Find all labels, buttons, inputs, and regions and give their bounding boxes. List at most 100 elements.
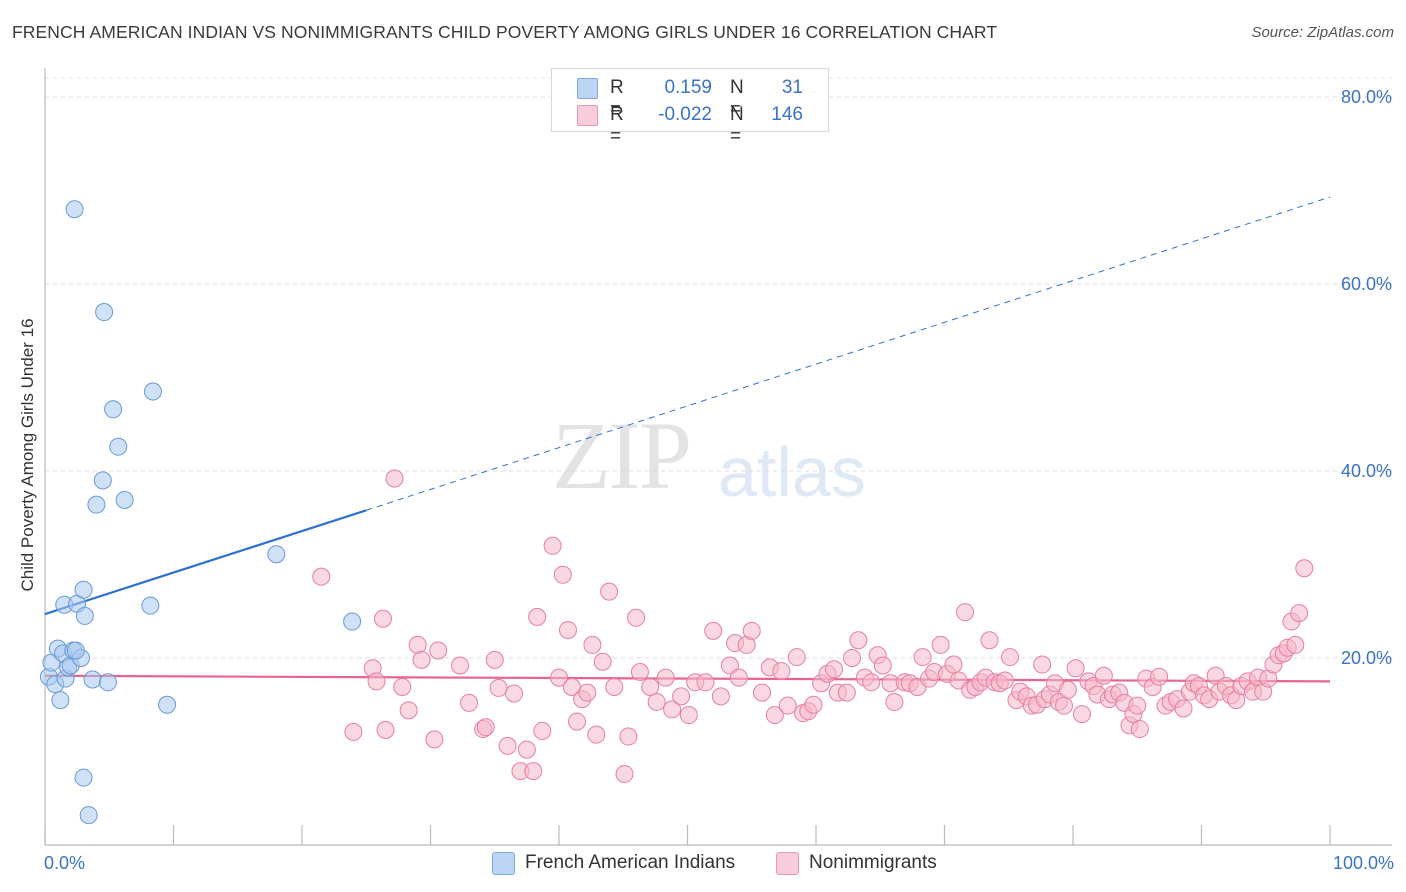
correlation-legend: R = 0.159 N = 31 R = -0.022 N = 146 (551, 68, 829, 147)
point-nonimmigrants (772, 662, 791, 681)
legend-r-value: 0.159 (664, 77, 712, 98)
point-nonimmigrants (567, 712, 586, 731)
x-tick-label: 0.0% (44, 853, 85, 873)
legend-n-label: N = (730, 104, 744, 147)
point-nonimmigrants (995, 671, 1014, 690)
point-nonimmigrants (842, 649, 861, 667)
point-nonimmigrants (460, 693, 479, 712)
point-french-american-indians (141, 596, 160, 615)
point-nonimmigrants (1033, 655, 1052, 674)
point-french-american-indians (75, 606, 94, 625)
legend-n-value: 31 (781, 77, 803, 98)
point-nonimmigrants (517, 740, 536, 759)
y-tick-label: 40.0% (1341, 461, 1392, 481)
point-french-american-indians (158, 695, 177, 714)
point-french-american-indians (79, 806, 98, 825)
point-nonimmigrants (619, 727, 638, 746)
point-nonimmigrants (367, 672, 386, 691)
point-nonimmigrants (553, 565, 572, 584)
point-french-american-indians (98, 673, 117, 692)
legend-r-value: -0.022 (658, 104, 712, 125)
point-nonimmigrants (376, 720, 395, 739)
point-french-american-indians (115, 490, 134, 509)
point-nonimmigrants (711, 687, 730, 706)
trend-line-french-american-indians (44, 509, 367, 616)
point-nonimmigrants (373, 609, 392, 628)
point-nonimmigrants (862, 673, 881, 692)
point-french-american-indians (65, 200, 84, 219)
point-french-american-indians (74, 768, 93, 787)
point-nonimmigrants (1295, 559, 1314, 578)
point-nonimmigrants (615, 764, 634, 783)
point-nonimmigrants (1128, 696, 1147, 715)
legend-swatch (492, 852, 515, 875)
point-nonimmigrants (704, 621, 723, 640)
point-nonimmigrants (679, 706, 698, 725)
point-nonimmigrants (1174, 699, 1193, 718)
legend-r-label: R = (610, 77, 624, 120)
point-nonimmigrants (605, 677, 624, 696)
point-nonimmigrants (1066, 659, 1085, 678)
point-nonimmigrants (641, 677, 660, 696)
point-nonimmigrants (312, 567, 331, 586)
point-nonimmigrants (412, 650, 431, 669)
point-nonimmigrants (578, 683, 597, 702)
point-nonimmigrants (344, 722, 363, 741)
point-nonimmigrants (1150, 667, 1169, 686)
grid (45, 77, 1392, 659)
point-nonimmigrants (672, 687, 691, 706)
point-french-american-indians (267, 545, 286, 564)
legend-swatch (776, 852, 799, 875)
point-nonimmigrants (593, 652, 612, 671)
point-nonimmigrants (1055, 696, 1074, 715)
point-nonimmigrants (765, 706, 784, 725)
y-tick-label: 80.0% (1341, 87, 1392, 107)
point-nonimmigrants (663, 700, 682, 719)
point-french-american-indians (83, 670, 102, 689)
point-nonimmigrants (1130, 720, 1149, 739)
point-nonimmigrants (451, 656, 470, 675)
point-nonimmigrants (696, 673, 715, 692)
point-french-american-indians (109, 437, 128, 456)
point-nonimmigrants (587, 725, 606, 744)
axes (44, 68, 1392, 846)
y-tick-label: 60.0% (1341, 274, 1392, 294)
point-nonimmigrants (408, 635, 427, 654)
y-axis-label: Child Poverty Among Girls Under 16 (18, 318, 37, 591)
point-nonimmigrants (425, 730, 444, 749)
point-nonimmigrants (630, 663, 649, 682)
point-nonimmigrants (533, 721, 552, 740)
point-nonimmigrants (558, 620, 577, 639)
trend-line-french-american-indians-extension (366, 196, 1331, 511)
point-nonimmigrants (393, 677, 412, 696)
point-nonimmigrants (885, 692, 904, 711)
point-nonimmigrants (1058, 680, 1077, 699)
point-french-american-indians (95, 303, 114, 322)
point-nonimmigrants (543, 536, 562, 555)
legend-swatch (577, 105, 598, 126)
point-nonimmigrants (944, 655, 963, 674)
point-nonimmigrants (720, 656, 739, 675)
point-nonimmigrants (824, 660, 843, 679)
point-french-american-indians (93, 471, 112, 490)
legend-label: Nonimmigrants (809, 852, 937, 873)
point-nonimmigrants (429, 641, 448, 660)
point-nonimmigrants (873, 656, 892, 675)
legend-swatch (577, 78, 598, 99)
legend-label: French American Indians (525, 852, 736, 873)
point-french-american-indians (66, 641, 85, 660)
data-points (39, 200, 1314, 825)
point-nonimmigrants (385, 469, 404, 488)
point-nonimmigrants (931, 635, 950, 654)
watermark-zip: ZIP (552, 402, 692, 509)
tick-labels: 20.0% 40.0% 60.0% 80.0% 0.0% 100.0% Child Pove… (18, 87, 1394, 873)
point-nonimmigrants (849, 631, 868, 650)
point-french-american-indians (343, 612, 362, 631)
point-nonimmigrants (804, 695, 823, 714)
point-nonimmigrants (489, 678, 508, 697)
point-nonimmigrants (600, 582, 619, 601)
point-nonimmigrants (550, 668, 568, 687)
point-nonimmigrants (729, 668, 748, 687)
legend-r-label: R = (610, 104, 624, 147)
point-nonimmigrants (656, 668, 675, 687)
